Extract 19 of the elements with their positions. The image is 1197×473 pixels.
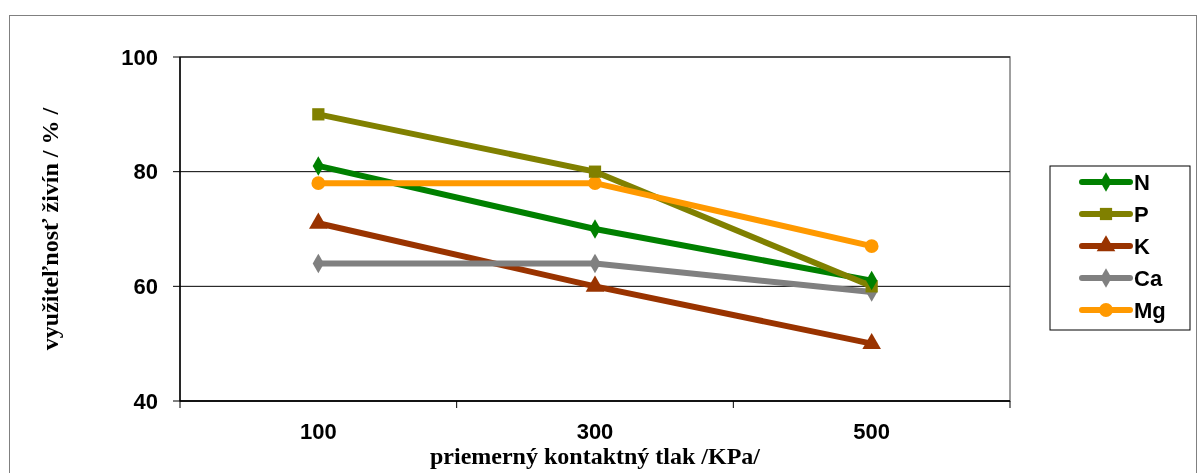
y-tick-label: 60 [133,274,158,300]
y-tick-label: 80 [133,159,158,185]
legend-label: N [1134,169,1150,195]
y-axis-title: využiteľnosť živín / % / [37,107,63,351]
legend-label: Mg [1134,297,1166,323]
point [311,176,326,191]
point [312,108,325,121]
x-tick-label: 500 [853,419,891,444]
x-tick-label: 300 [576,419,614,444]
y-tick-label: 100 [121,44,158,70]
point [588,176,602,191]
legend-label: P [1134,201,1149,227]
legend-label: K [1134,233,1150,259]
point [588,165,602,178]
point [864,239,879,254]
x-axis-title: priemerný kontaktný tlak /KPa/ [429,443,761,469]
x-tick-label: 100 [299,419,337,444]
y-tick-label: 40 [133,388,158,414]
legend-label: Ca [1134,265,1163,291]
